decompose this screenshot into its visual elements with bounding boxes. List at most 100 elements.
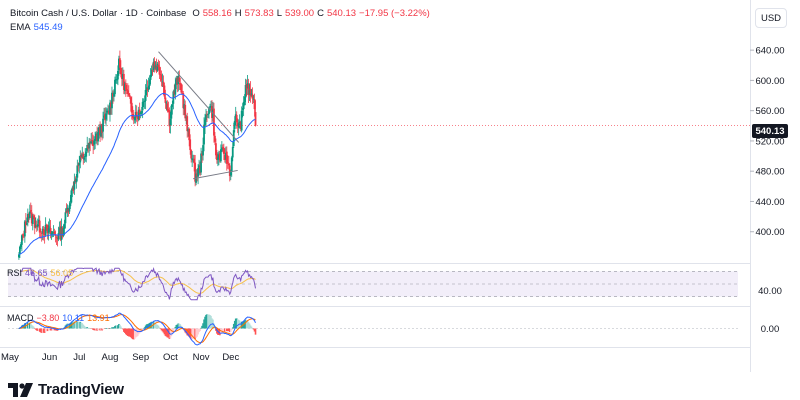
candle-body [84, 156, 87, 157]
tradingview-logo[interactable]: TradingView [8, 381, 124, 398]
macd-histogram-bar [98, 328, 100, 330]
candle-body [207, 114, 209, 116]
candle-body [73, 181, 76, 190]
price-tick-label: 480.00 [755, 167, 784, 178]
macd-legend: MACD −3.80 10.11 13.91 [7, 313, 110, 323]
candle-body [67, 209, 70, 213]
candle-body [52, 232, 55, 234]
macd-histogram-bar [154, 322, 157, 329]
candle-body [238, 121, 241, 124]
candle-body [179, 82, 182, 85]
macd-histogram-bar [131, 328, 134, 340]
candle-body [102, 118, 104, 132]
rsi-panel [8, 266, 738, 301]
macd-histogram-bar [53, 328, 56, 331]
macd-histogram-bar [80, 322, 83, 329]
candle-body [63, 223, 66, 229]
candle-body [23, 221, 26, 237]
candle-body [83, 157, 86, 160]
candle-body [106, 110, 108, 113]
candle-body [94, 139, 97, 141]
macd-histogram-bar [128, 328, 130, 337]
macd-histogram-bar [202, 323, 204, 329]
candle-body [68, 205, 71, 212]
x-tick-label: Nov [193, 352, 210, 363]
macd-histogram-bar [158, 327, 161, 329]
candle-body [39, 231, 42, 233]
candle-body [225, 151, 228, 164]
price-tick-label: 640.00 [755, 46, 784, 57]
tradingview-logo-icon [8, 382, 33, 397]
macd-histogram-bar [48, 328, 51, 331]
candle-body [204, 119, 206, 126]
candle-body [201, 153, 203, 156]
close-label: C [317, 8, 324, 19]
macd-histogram-bar [229, 328, 232, 332]
candle-body [76, 165, 79, 178]
candle-body [33, 217, 36, 228]
macd-histogram-bar [125, 328, 127, 335]
candle-body [109, 102, 111, 115]
rsi-tick-label: 40.00 [758, 286, 782, 297]
candle-body [82, 153, 85, 159]
candle-body [128, 95, 131, 97]
candle-body [62, 228, 65, 236]
candle-body [237, 123, 240, 128]
currency-button[interactable]: USD [755, 8, 787, 28]
candle-body [156, 63, 159, 71]
macd-histogram-bar [96, 328, 98, 331]
macd-histogram-bar [194, 328, 196, 339]
macd-histogram-bar [101, 328, 103, 331]
macd-histogram-bar [89, 328, 91, 329]
rsi-legend: RSI 46.65 56.05 [7, 268, 73, 278]
candle-body [78, 162, 81, 166]
open-value: 558.16 [202, 8, 232, 19]
candle-body [28, 211, 31, 218]
candle-body [194, 162, 197, 182]
candle-body [159, 74, 162, 76]
candle-body [105, 113, 107, 120]
candle-body [19, 246, 21, 254]
macd-histogram-bar [71, 321, 74, 329]
candle-body [66, 207, 69, 213]
macd-histogram-bar [129, 328, 132, 338]
price-tick-label: 560.00 [755, 106, 784, 117]
candle-body [183, 104, 186, 109]
candle-body [164, 97, 167, 103]
macd-histogram-bar [84, 326, 87, 329]
descending-resistance-trendline [158, 51, 240, 143]
macd-histogram-bar [234, 318, 237, 329]
macd-histogram-bar [157, 325, 160, 329]
macd-histogram-bar [250, 326, 253, 329]
macd-histogram-bar [204, 316, 206, 329]
candle-body [91, 140, 94, 141]
macd-histogram-bar [179, 324, 182, 329]
candle-body [129, 97, 132, 104]
candle-body [92, 140, 95, 146]
macd-histogram-bar [200, 327, 202, 329]
macd-histogram-bar [76, 321, 79, 329]
macd-histogram-bar [208, 314, 210, 329]
ema-legend: EMA 545.49 [10, 22, 63, 33]
symbol-title: Bitcoin Cash / U.S. Dollar · 1D · Coinba… [10, 8, 187, 19]
support-trendline [193, 169, 238, 180]
rsi-label: RSI [7, 268, 23, 278]
candle-body [103, 115, 105, 118]
macd-histogram-bar [164, 328, 167, 336]
low-label: L [276, 8, 283, 19]
macd-histogram-bar [104, 328, 106, 329]
macd-histogram-bar [247, 322, 250, 329]
macd-histogram-bar [203, 319, 205, 329]
macd-histogram-bar [24, 323, 26, 329]
candle-body [139, 112, 142, 115]
macd-histogram-bar [251, 328, 254, 329]
ema-value: 545.49 [33, 22, 63, 33]
rsi-line [19, 266, 256, 301]
candle-body [242, 101, 245, 110]
candle-body [166, 103, 169, 111]
macd-histogram-bar [45, 328, 48, 331]
macd-histogram-bar [162, 328, 165, 333]
x-tick-label: Jul [73, 352, 85, 363]
candle-body [239, 121, 242, 130]
